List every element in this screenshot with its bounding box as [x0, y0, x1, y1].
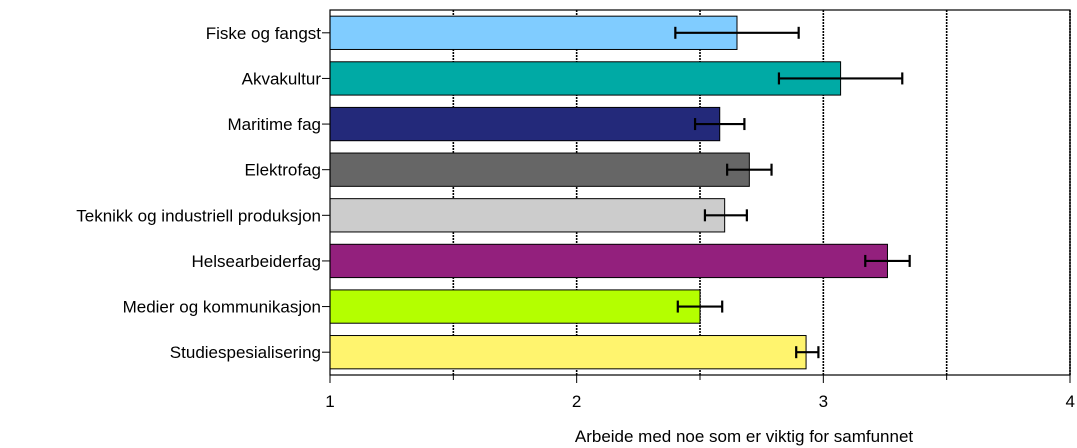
category-label: Helsearbeiderfag	[192, 252, 321, 271]
error-bar	[795, 346, 820, 359]
category-label: Fiske og fangst	[206, 24, 322, 43]
category-labels: Fiske og fangst Akvakultur Maritime fag Ele…	[76, 24, 330, 362]
category-label: Akvakultur	[242, 69, 322, 88]
x-axis-title: Arbeide med noe som er viktig for samfun…	[575, 427, 914, 446]
bar	[329, 15, 738, 50]
bar	[329, 243, 888, 279]
error-bar	[777, 72, 904, 85]
bar	[329, 289, 701, 324]
x-tick-label: 1	[325, 392, 334, 411]
bars	[329, 15, 888, 370]
x-axis-ticks: 1 2 3 4	[325, 375, 1075, 411]
bar	[329, 61, 842, 96]
error-bars	[674, 26, 911, 359]
bar	[329, 198, 726, 233]
error-bar	[726, 163, 773, 176]
error-bar	[864, 254, 911, 267]
category-label: Teknikk og industriell produksjon	[76, 206, 321, 225]
category-label: Studiespesialisering	[170, 343, 321, 362]
category-label: Medier og kommunikasjon	[123, 298, 321, 317]
error-bar	[676, 300, 724, 313]
bar	[329, 106, 721, 142]
error-bar	[693, 118, 746, 131]
error-bar	[703, 209, 748, 222]
x-tick-label: 4	[1066, 392, 1075, 411]
error-bar	[674, 26, 800, 39]
bar	[329, 335, 807, 370]
x-tick-label: 2	[572, 392, 581, 411]
category-label: Elektrofag	[244, 161, 321, 180]
bar	[329, 152, 750, 187]
x-tick-label: 3	[819, 392, 828, 411]
category-label: Maritime fag	[227, 115, 321, 134]
